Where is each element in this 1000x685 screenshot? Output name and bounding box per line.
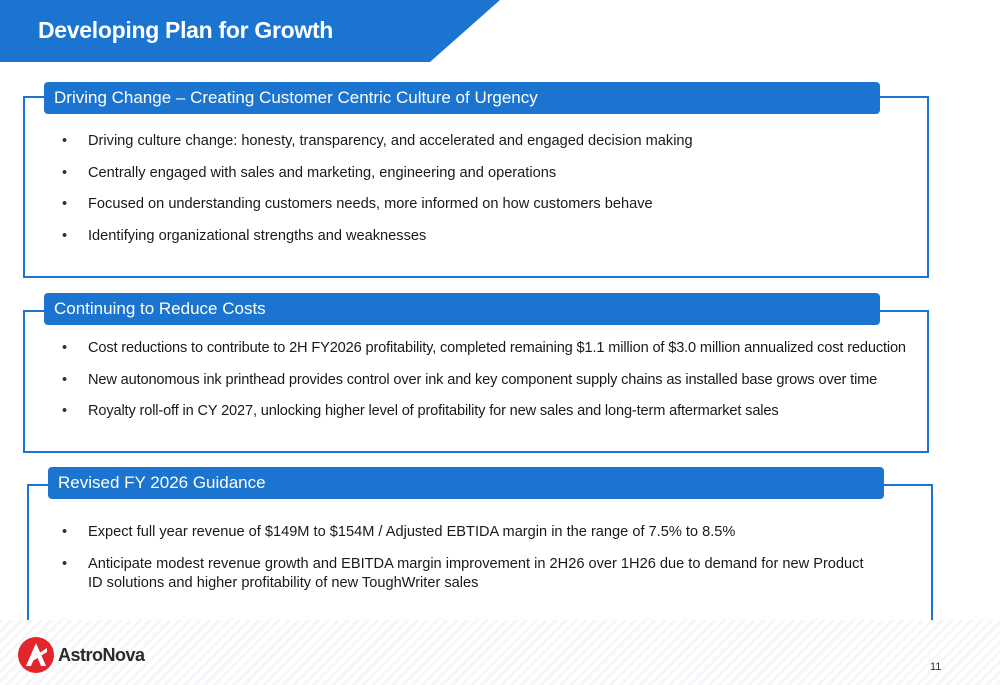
section-heading-driving-change: Driving Change – Creating Customer Centr…	[44, 82, 880, 114]
list-item: Royalty roll-off in CY 2027, unlocking h…	[62, 402, 942, 421]
list-item: Centrally engaged with sales and marketi…	[62, 164, 922, 183]
title-banner	[0, 0, 500, 62]
list-item: New autonomous ink printhead provides co…	[62, 371, 942, 390]
bullet-list-driving-change: Driving culture change: honesty, transpa…	[62, 132, 922, 258]
list-item: Driving culture change: honesty, transpa…	[62, 132, 922, 151]
astronova-logo-icon	[18, 637, 54, 673]
list-item: Identifying organizational strengths and…	[62, 227, 922, 246]
page-title: Developing Plan for Growth	[38, 17, 334, 43]
page-number: 11	[930, 661, 942, 673]
list-item: Focused on understanding customers needs…	[62, 195, 922, 214]
section-driving-change	[23, 96, 929, 278]
footer-band	[0, 620, 1000, 685]
list-item: Anticipate modest revenue growth and EBI…	[62, 555, 872, 593]
section-guidance	[27, 484, 933, 622]
company-logo: AstroNova	[16, 635, 145, 675]
section-heading-reduce-costs: Continuing to Reduce Costs	[44, 293, 880, 325]
bullet-list-guidance: Expect full year revenue of $149M to $15…	[62, 523, 872, 605]
section-heading-guidance: Revised FY 2026 Guidance	[48, 467, 884, 499]
list-item: Cost reductions to contribute to 2H FY20…	[62, 339, 942, 358]
bullet-list-reduce-costs: Cost reductions to contribute to 2H FY20…	[62, 339, 942, 434]
list-item: Expect full year revenue of $149M to $15…	[62, 523, 872, 542]
logo-text: AstroNova	[58, 644, 145, 665]
